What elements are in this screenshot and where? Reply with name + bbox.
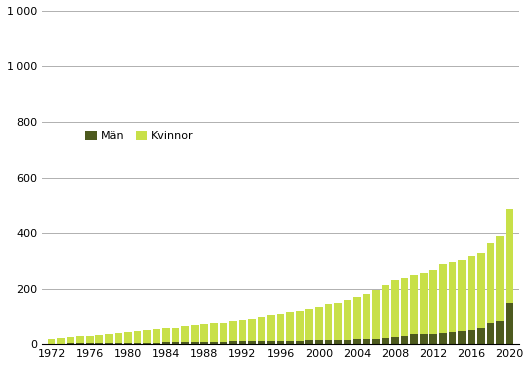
Bar	[48, 339, 55, 344]
Bar	[191, 342, 198, 344]
Bar	[153, 343, 160, 344]
Bar	[353, 340, 361, 344]
Bar	[172, 342, 179, 344]
Bar	[134, 343, 142, 344]
Bar	[172, 328, 179, 342]
Bar	[239, 341, 246, 344]
Bar	[257, 341, 265, 344]
Bar	[181, 326, 189, 342]
Bar	[95, 335, 103, 343]
Bar	[344, 340, 351, 344]
Bar	[392, 337, 399, 344]
Bar	[372, 290, 380, 339]
Legend: Män, Kvinnor: Män, Kvinnor	[81, 127, 198, 146]
Bar	[458, 331, 466, 344]
Bar	[401, 336, 409, 344]
Bar	[95, 343, 103, 344]
Bar	[86, 343, 94, 344]
Bar	[220, 342, 227, 344]
Bar	[77, 336, 84, 343]
Bar	[220, 323, 227, 342]
Bar	[506, 303, 513, 344]
Bar	[162, 328, 170, 342]
Bar	[429, 334, 437, 344]
Bar	[229, 321, 237, 341]
Bar	[296, 311, 304, 341]
Bar	[77, 343, 84, 344]
Bar	[248, 319, 256, 341]
Bar	[468, 330, 475, 344]
Bar	[86, 336, 94, 343]
Bar	[382, 338, 389, 344]
Bar	[392, 280, 399, 337]
Bar	[458, 260, 466, 331]
Bar	[325, 340, 332, 344]
Bar	[67, 337, 74, 343]
Bar	[410, 335, 418, 344]
Bar	[267, 315, 275, 341]
Bar	[305, 309, 313, 340]
Bar	[487, 243, 494, 324]
Bar	[124, 332, 132, 343]
Bar	[382, 285, 389, 338]
Bar	[448, 262, 456, 332]
Bar	[439, 333, 447, 344]
Bar	[363, 294, 370, 339]
Bar	[448, 332, 456, 344]
Bar	[420, 273, 428, 335]
Bar	[143, 330, 151, 343]
Bar	[334, 303, 342, 340]
Bar	[257, 317, 265, 341]
Bar	[277, 314, 285, 341]
Bar	[353, 297, 361, 340]
Bar	[315, 340, 322, 344]
Bar	[153, 329, 160, 343]
Bar	[344, 300, 351, 340]
Bar	[363, 339, 370, 344]
Bar	[201, 342, 208, 344]
Bar	[286, 341, 294, 344]
Bar	[477, 253, 485, 328]
Bar	[429, 270, 437, 334]
Bar	[487, 324, 494, 344]
Bar	[296, 341, 304, 344]
Bar	[496, 321, 504, 344]
Bar	[191, 325, 198, 342]
Bar	[372, 339, 380, 344]
Bar	[277, 341, 285, 344]
Bar	[162, 342, 170, 344]
Bar	[410, 275, 418, 335]
Bar	[143, 343, 151, 344]
Bar	[114, 343, 122, 344]
Bar	[134, 332, 142, 343]
Bar	[305, 340, 313, 344]
Bar	[210, 324, 218, 342]
Bar	[105, 334, 113, 343]
Bar	[229, 341, 237, 344]
Bar	[325, 305, 332, 340]
Bar	[334, 340, 342, 344]
Bar	[401, 277, 409, 336]
Bar	[420, 335, 428, 344]
Bar	[468, 256, 475, 330]
Bar	[286, 312, 294, 341]
Bar	[114, 333, 122, 343]
Bar	[496, 236, 504, 321]
Bar	[181, 342, 189, 344]
Bar	[239, 320, 246, 341]
Bar	[315, 307, 322, 340]
Bar	[201, 325, 208, 342]
Bar	[267, 341, 275, 344]
Bar	[57, 338, 65, 344]
Bar	[477, 328, 485, 344]
Bar	[439, 265, 447, 333]
Bar	[105, 343, 113, 344]
Bar	[124, 343, 132, 344]
Bar	[248, 341, 256, 344]
Bar	[506, 209, 513, 303]
Bar	[67, 343, 74, 344]
Bar	[210, 342, 218, 344]
